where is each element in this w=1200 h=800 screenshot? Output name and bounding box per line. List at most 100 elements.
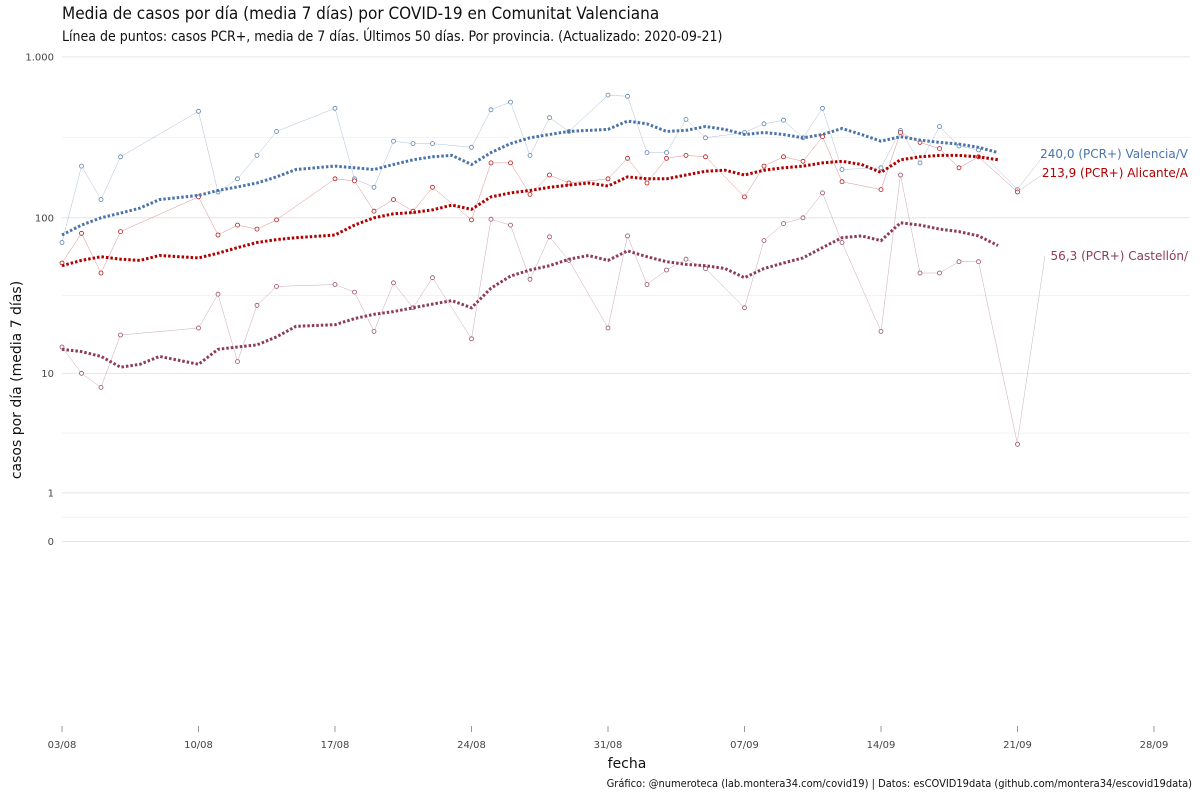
daily-point-valenciav: [547, 115, 552, 121]
daily-point-alicantea: [274, 217, 279, 223]
x-tick-label: 17/08: [321, 740, 350, 751]
daily-line-valenciav: [61, 94, 1018, 243]
chart-title: Media de casos por día (media 7 días) po…: [62, 4, 660, 24]
daily-point-castelln: [820, 190, 825, 196]
daily-point-valenciav: [527, 152, 533, 158]
x-tick-label: 10/08: [184, 740, 213, 751]
daily-point-valenciav: [469, 144, 474, 150]
grid-lines: [62, 56, 1190, 542]
daily-point-valenciav: [274, 128, 279, 134]
daily-point-castelln: [488, 216, 494, 222]
daily-point-alicantea: [644, 180, 650, 186]
daily-point-valenciav: [683, 117, 689, 122]
y-tick-label: 10: [41, 369, 54, 380]
daily-point-alicantea: [898, 130, 903, 135]
daily-point-valenciav: [820, 105, 825, 111]
daily-point-alicantea: [703, 154, 708, 160]
daily-point-valenciav: [98, 197, 104, 203]
daily-point-castelln: [703, 266, 708, 271]
daily-point-castelln: [956, 259, 962, 265]
daily-point-castelln: [430, 275, 435, 281]
daily-point-valenciav: [605, 92, 611, 98]
daily-point-valenciav: [644, 150, 650, 156]
daily-point-valenciav: [937, 124, 942, 129]
daily-point-castelln: [527, 276, 533, 282]
end-labels-layer: 240,0 (PCR+) Valencia/V 213,9 (PCR+) Alic…: [1016, 147, 1189, 445]
y-tick-label: 100: [35, 213, 54, 224]
daily-point-alicantea: [79, 230, 84, 236]
daily-point-alicantea: [781, 154, 786, 160]
daily-point-castelln: [683, 256, 689, 262]
daily-point-alicantea: [215, 232, 221, 238]
y-tick-label: 1.000: [25, 52, 54, 63]
daily-point-alicantea: [839, 179, 845, 185]
daily-point-alicantea: [625, 155, 630, 161]
label-leader-valenciav: [1016, 153, 1046, 190]
daily-point-valenciav: [508, 99, 513, 105]
daily-point-valenciav: [761, 121, 767, 127]
daily-point-castelln: [235, 359, 240, 365]
daily-point-alicantea: [118, 229, 123, 235]
daily-point-alicantea: [508, 160, 513, 166]
avg7-series-layer: [61, 119, 999, 369]
daily-line-castelln: [61, 174, 1018, 445]
daily-point-alicantea: [664, 155, 669, 161]
daily-point-alicantea: [956, 165, 962, 171]
daily-point-valenciav: [410, 141, 416, 147]
daily-point-castelln: [196, 325, 201, 331]
daily-point-castelln: [937, 270, 942, 276]
daily-point-valenciav: [391, 138, 396, 144]
daily-point-valenciav: [839, 167, 845, 172]
y-axis-label: casos por día (media 7 días): [9, 281, 25, 479]
daily-point-alicantea: [800, 158, 806, 164]
daily-point-alicantea: [371, 208, 377, 214]
daily-point-castelln: [1015, 441, 1020, 447]
daily-point-valenciav: [488, 107, 494, 113]
daily-point-castelln: [332, 282, 338, 287]
daily-series-layer: [59, 92, 1020, 447]
daily-point-alicantea: [937, 146, 942, 152]
daily-point-castelln: [371, 328, 377, 334]
x-axis-label: fecha: [608, 756, 647, 772]
daily-point-castelln: [878, 328, 884, 334]
end-label-valenciav: 240,0 (PCR+) Valencia/V: [1040, 147, 1189, 161]
daily-point-valenciav: [235, 176, 240, 182]
daily-point-valenciav: [917, 160, 923, 166]
label-leader-castelln: [1016, 255, 1046, 445]
daily-point-alicantea: [683, 152, 689, 158]
avg7-line-valenciav: [61, 119, 999, 237]
daily-point-valenciav: [430, 141, 435, 147]
daily-point-valenciav: [878, 165, 884, 171]
x-tick-label: 14/09: [867, 740, 896, 751]
avg7-line-castelln: [61, 221, 999, 369]
daily-point-castelln: [976, 259, 981, 265]
daily-point-valenciav: [371, 184, 377, 190]
chart-caption: Gráfico: @numeroteca (lab.montera34.com/…: [606, 777, 1192, 790]
daily-point-castelln: [917, 270, 923, 276]
daily-point-alicantea: [332, 176, 338, 182]
x-axis-ticks: 03/08 10/08 17/08 24/08 31/08 07/09 14/09 21/09…: [48, 726, 1169, 751]
daily-point-castelln: [118, 332, 123, 338]
daily-point-valenciav: [664, 150, 669, 156]
daily-point-castelln: [625, 233, 630, 239]
x-tick-label: 07/09: [730, 740, 759, 751]
daily-point-castelln: [274, 283, 279, 289]
daily-point-valenciav: [332, 105, 338, 111]
daily-point-castelln: [605, 325, 611, 331]
daily-point-alicantea: [605, 176, 611, 182]
daily-point-alicantea: [527, 191, 533, 197]
x-tick-label: 28/09: [1140, 740, 1169, 751]
label-leader-alicantea: [1016, 172, 1046, 193]
x-tick-label: 03/08: [48, 740, 77, 751]
daily-point-castelln: [98, 384, 104, 390]
daily-point-castelln: [391, 280, 396, 286]
daily-point-alicantea: [430, 184, 435, 190]
daily-point-castelln: [508, 222, 513, 228]
x-tick-label: 21/09: [1003, 740, 1032, 751]
daily-point-alicantea: [98, 270, 104, 276]
daily-point-castelln: [644, 282, 650, 287]
daily-point-castelln: [839, 240, 845, 245]
avg7-line-alicantea: [61, 153, 999, 268]
chart-subtitle: Línea de puntos: casos PCR+, media de 7 …: [62, 29, 723, 45]
